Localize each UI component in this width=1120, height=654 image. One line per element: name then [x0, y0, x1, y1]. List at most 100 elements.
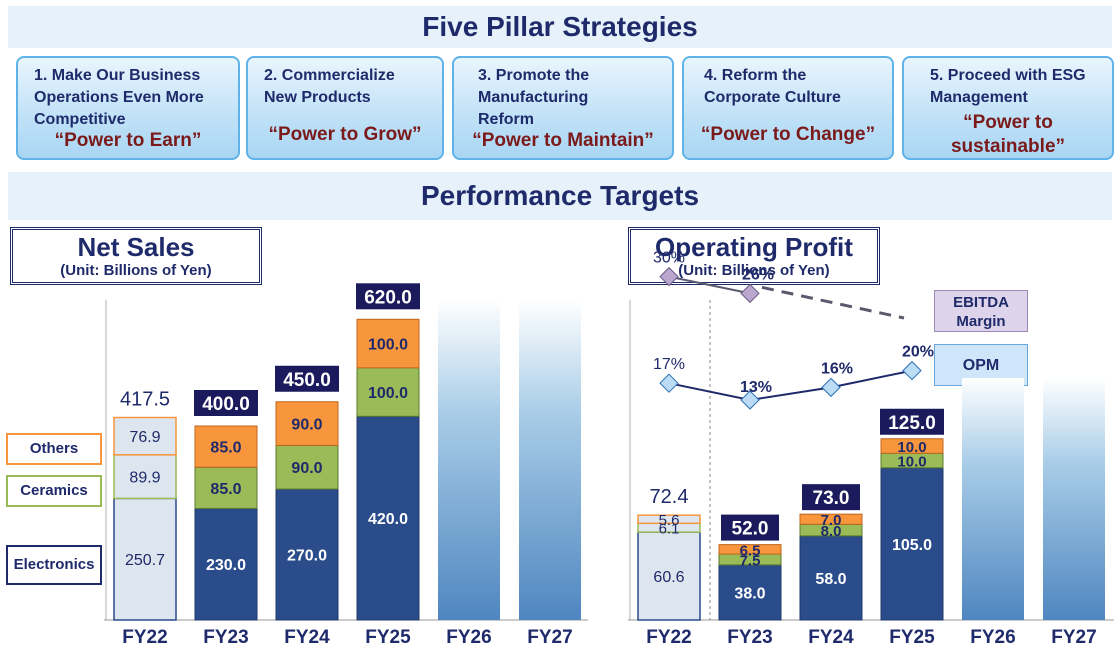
- net-sales-unit: (Unit: Billions of Yen): [60, 262, 212, 279]
- net-sales-total-box-fy25: [356, 283, 420, 310]
- pillar-3-title: 3. Promote the Manufacturing Reform: [478, 67, 590, 128]
- operating-profit-total-box-fy25: [880, 408, 944, 435]
- ebitda-margin-label: 26%: [742, 266, 774, 283]
- pillar-2-phrase: “Power to Grow”: [268, 124, 422, 145]
- operating-profit-bar-fy23-electronics: [718, 564, 782, 621]
- legend-electronics-label: Electronics: [13, 556, 95, 573]
- operating-profit-title: Operating Profit: [655, 232, 853, 262]
- operating-profit-total-fy22: 72.4: [650, 486, 689, 508]
- net-sales-tick-fy26: FY26: [446, 627, 491, 648]
- ebitda-margin-line: [668, 275, 751, 295]
- pillar-2: 2. Commercialize New Products “Power to …: [246, 56, 444, 160]
- operating-profit-label-fy23-electronics: 38.0: [734, 585, 765, 602]
- opm-legend-label: OPM: [962, 357, 1000, 374]
- pillar-4: 4. Reform the Corporate Culture “Power t…: [682, 56, 894, 160]
- operating-profit-bar-fy24-others: [799, 513, 863, 525]
- opm-label: 16%: [821, 360, 853, 377]
- operating-profit-label-fy23-ceramics: 7.5: [740, 552, 761, 569]
- operating-profit-future-bar-fy26: [962, 378, 1024, 620]
- opm-marker: [902, 360, 922, 381]
- pillar-5-title: 5. Proceed with ESG Management: [930, 67, 1086, 106]
- ebitda-margin-label: 30%: [653, 250, 685, 267]
- net-sales-bar-fy23-electronics: [194, 507, 258, 621]
- operating-profit-label-fy25-electronics: 105.0: [892, 537, 932, 554]
- net-sales-label-fy24-others: 90.0: [291, 417, 322, 434]
- net-sales-total-fy24: 450.0: [283, 370, 331, 391]
- ebitda-margin-legend: EBITDA Margin: [934, 290, 1028, 332]
- pillar-5-phrase: “Power to sustainable”: [950, 112, 1066, 157]
- opm-marker: [740, 390, 760, 410]
- net-sales-total-box-fy23: [194, 390, 258, 416]
- operating-profit-tick-fy26: FY26: [970, 627, 1015, 648]
- ebitda-margin-marker: [659, 266, 679, 287]
- net-sales-bar-fy25-others: [356, 318, 420, 369]
- targets-heading: Performance Targets: [420, 180, 700, 211]
- operating-profit-tick-fy25: FY25: [889, 627, 935, 648]
- operating-profit-bar-fy25-electronics: [880, 467, 944, 621]
- net-sales-label-fy25-electronics: 420.0: [368, 511, 408, 528]
- opm-marker: [659, 373, 679, 393]
- net-sales-label-fy22-electronics: 250.7: [125, 552, 165, 569]
- operating-profit-total-fy23: 52.0: [732, 519, 769, 540]
- net-sales-title: Net Sales: [77, 232, 195, 262]
- operating-profit-future-bar-fy27: [1043, 378, 1105, 620]
- operating-profit-total-box-fy23: [721, 514, 779, 541]
- operating-profit-label-fy23-others: 6.5: [740, 542, 761, 559]
- opm-marker: [821, 377, 841, 398]
- operating-profit-total-box-fy24: [802, 484, 860, 511]
- net-sales-total-fy22: 417.5: [120, 389, 170, 411]
- net-sales-tick-fy25: FY25: [365, 627, 411, 648]
- opm-label: 13%: [740, 379, 772, 396]
- operating-profit-tick-fy24: FY24: [808, 627, 854, 648]
- operating-profit-tick-fy27: FY27: [1051, 627, 1096, 648]
- net-sales-future-bar-fy26: [438, 300, 500, 620]
- net-sales-bar-fy23-others: [194, 425, 258, 468]
- ebitda-margin-marker: [740, 283, 760, 304]
- operating-profit-label-fy25-others: 10.0: [897, 439, 926, 456]
- net-sales-bar-fy23-ceramics: [194, 466, 258, 509]
- net-sales-label-fy23-others: 85.0: [210, 440, 241, 457]
- net-sales-label-fy23-ceramics: 85.0: [210, 481, 241, 498]
- operating-profit-label-fy24-ceramics: 8.0: [821, 523, 842, 540]
- net-sales-label-fy22-ceramics: 89.9: [129, 470, 160, 487]
- net-sales-tick-fy27: FY27: [527, 627, 572, 648]
- pillar-1-phrase: “Power to Earn”: [54, 130, 202, 151]
- operating-profit-bar-fy23-others: [718, 544, 782, 555]
- legend-ceramics-label: Ceramics: [20, 482, 88, 499]
- operating-profit-bar-fy24-electronics: [799, 535, 863, 621]
- legend-ceramics: Ceramics: [6, 475, 102, 507]
- opm-line: [668, 369, 913, 402]
- operating-profit-label-fy25-ceramics: 10.0: [897, 454, 926, 471]
- operating-profit-title-box: Operating Profit (Unit: Billions of Yen): [628, 227, 880, 285]
- net-sales-tick-fy22: FY22: [122, 627, 167, 648]
- net-sales-total-fy23: 400.0: [202, 394, 250, 415]
- net-sales-bar-fy24-electronics: [275, 488, 339, 621]
- ebitda-margin-dashed-trend: [761, 285, 905, 320]
- net-sales-label-fy24-electronics: 270.0: [287, 548, 327, 565]
- pillar-5: 5. Proceed with ESG Management “Power to…: [902, 56, 1114, 160]
- net-sales-bar-fy22-others: [113, 416, 177, 456]
- pillar-1-title: 1. Make Our Business Operations Even Mor…: [34, 67, 204, 128]
- operating-profit-label-fy22-electronics: 60.6: [653, 569, 684, 586]
- pillar-1: 1. Make Our Business Operations Even Mor…: [16, 56, 240, 160]
- net-sales-bar-fy25-electronics: [356, 415, 420, 621]
- pillar-4-title: 4. Reform the Corporate Culture: [704, 67, 841, 106]
- operating-profit-tick-fy22: FY22: [646, 627, 691, 648]
- pillar-2-title: 2. Commercialize New Products: [264, 67, 395, 106]
- opm-label: 17%: [653, 356, 685, 373]
- operating-profit-label-fy22-others: 5.6: [659, 512, 680, 529]
- pillar-3-phrase: “Power to Maintain”: [472, 130, 654, 151]
- net-sales-tick-fy23: FY23: [203, 627, 248, 648]
- targets-heading-band: Performance Targets: [8, 172, 1112, 220]
- operating-profit-label-fy22-ceramics: 6.1: [659, 521, 680, 538]
- legend-others: Others: [6, 433, 102, 465]
- net-sales-total-box-fy24: [275, 365, 339, 392]
- operating-profit-bar-fy25-others: [880, 438, 944, 454]
- net-sales-label-fy24-ceramics: 90.0: [291, 460, 322, 477]
- ebitda-margin-legend-label: EBITDA Margin: [953, 294, 1009, 330]
- operating-profit-total-fy24: 73.0: [813, 488, 850, 509]
- legend-others-label: Others: [29, 440, 79, 457]
- net-sales-label-fy25-ceramics: 100.0: [368, 385, 408, 402]
- net-sales-tick-fy24: FY24: [284, 627, 330, 648]
